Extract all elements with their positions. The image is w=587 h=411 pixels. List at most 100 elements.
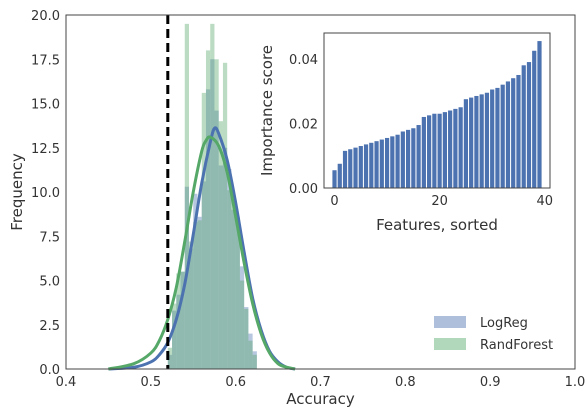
main-y-tick-label: 15.0 (31, 98, 60, 113)
feature-importance-bar (490, 89, 495, 188)
main-y-tick-label: 17.5 (31, 53, 60, 68)
randforest-histogram-bar (227, 190, 232, 369)
main-plot-frame (65, 14, 576, 370)
inset-x-tick-label: 20 (431, 194, 448, 209)
logreg-histogram-bar (201, 181, 206, 369)
feature-importance-bar (484, 92, 490, 188)
feature-importance-bar (432, 113, 437, 188)
logreg-histogram-bar (193, 193, 198, 369)
legend-swatch-logreg (434, 316, 466, 328)
feature-importance-bar (379, 139, 384, 188)
feature-importance-bar (405, 129, 411, 188)
logreg-histogram-bar (231, 209, 236, 369)
inset-y-tick-label: 0.02 (289, 117, 318, 132)
feature-importance-bar (416, 125, 421, 188)
randforest-histogram-bar (180, 271, 185, 369)
feature-importance-bar (332, 170, 337, 188)
feature-importance-bar (384, 137, 390, 188)
legend-label-logreg: LogReg (480, 316, 528, 331)
feature-importance-bar (474, 95, 479, 188)
logreg-histogram-bar (214, 110, 219, 369)
feature-importance-bar (532, 50, 537, 188)
randforest-density-curve (108, 135, 296, 371)
randforest-histogram-bar (248, 340, 253, 369)
feature-importance-bar (511, 78, 516, 188)
feature-importance-bar (358, 146, 363, 188)
randforest-histogram-bar (189, 241, 194, 369)
feature-importance-bar (495, 87, 500, 188)
feature-importance-bar (348, 149, 353, 188)
feature-importance-bar (437, 113, 442, 188)
feature-importance-bar (505, 81, 511, 188)
feature-importance-bar (521, 65, 526, 188)
main-x-tick-labels: 0.4 0.5 0.6 0.7 0.8 0.9 1.0 (56, 375, 586, 390)
feature-importance-bar (469, 97, 474, 188)
feature-importance-bar (363, 144, 369, 188)
randforest-histogram-bar (252, 354, 257, 369)
main-x-tick-label: 0.4 (56, 375, 77, 390)
inset-x-tick-label: 40 (536, 194, 553, 209)
feature-importance-bar (500, 84, 505, 188)
main-y-tick-labels: 0.0 2.5 5.0 7.5 10.0 12.5 15.0 17.5 20.0 (31, 9, 60, 378)
main-x-tick-label: 0.5 (140, 375, 161, 390)
main-y-tick-label: 2.5 (39, 319, 60, 334)
logreg-histogram-bar (210, 59, 215, 369)
logreg-histogram-bar (244, 307, 249, 369)
main-x-tick-label: 0.7 (310, 375, 331, 390)
randforest-histogram-bar (193, 222, 198, 369)
logreg-histogram-bar (197, 216, 202, 369)
logreg-histogram-bar (239, 266, 245, 369)
main-x-tick-label: 0.8 (395, 375, 416, 390)
feature-importance-bar (421, 116, 426, 188)
randforest-histogram-bar (218, 121, 223, 369)
randforest-histogram-bar (167, 347, 173, 369)
feature-importance-bar (526, 62, 532, 188)
randforest-histogram-bar (214, 59, 219, 369)
feature-importance-bar (453, 108, 458, 188)
randforest-histogram-bar (244, 308, 249, 369)
logreg-histogram-bar (222, 147, 228, 369)
main-y-tick-label: 7.5 (39, 230, 60, 245)
inset-y-tick-labels: 0.00 0.02 0.04 (289, 53, 318, 197)
logreg-histogram-bar (252, 351, 257, 369)
logreg-histogram-bar (205, 89, 211, 369)
density-curves (108, 126, 296, 371)
main-x-tick-label: 1.0 (565, 375, 586, 390)
feature-importance-bar (516, 74, 521, 188)
main-x-axis-title: Accuracy (286, 390, 355, 408)
logreg-histogram-bar (227, 168, 232, 369)
logreg-histogram-bar (235, 222, 240, 369)
main-y-tick-label: 0.0 (39, 363, 60, 378)
feature-importance-bar (458, 107, 463, 188)
feature-importance-bar (463, 99, 469, 188)
inset-x-tick-label: 0 (330, 194, 338, 209)
feature-importance-bar (442, 112, 447, 188)
logreg-histogram-bars (167, 59, 257, 369)
randforest-histogram-bar (231, 202, 236, 369)
feature-importance-bar (395, 134, 400, 188)
legend: LogReg RandForest (434, 316, 553, 353)
feature-importance-bar (400, 131, 405, 188)
main-y-tick-label: 20.0 (31, 9, 60, 24)
logreg-histogram-bar (167, 354, 173, 369)
randforest-histogram-bars (167, 23, 257, 370)
logreg-histogram-bar (176, 294, 181, 369)
feature-importance-bar (374, 141, 379, 188)
randforest-histogram-bar (201, 92, 206, 369)
feature-importance-bar (390, 136, 395, 188)
randforest-histogram-bar (197, 220, 202, 369)
randforest-histogram-bar (239, 280, 245, 369)
feature-importance-bar (411, 128, 416, 188)
logreg-histogram-bar (180, 271, 185, 369)
feature-importance-bar (337, 163, 342, 188)
feature-importance-inset-chart: 0 20 40 0.00 0.02 0.04 Features, sorted Impo… (248, 24, 558, 240)
feature-importance-bar (369, 142, 374, 188)
main-y-tick-label: 5.0 (39, 275, 60, 290)
inset-x-axis-title: Features, sorted (376, 216, 498, 234)
feature-importance-bar (353, 147, 358, 188)
randforest-histogram-bar (222, 62, 228, 369)
randforest-histogram-bar (184, 23, 190, 369)
feature-importance-bars (332, 41, 542, 188)
main-x-tick-label: 0.6 (225, 375, 246, 390)
